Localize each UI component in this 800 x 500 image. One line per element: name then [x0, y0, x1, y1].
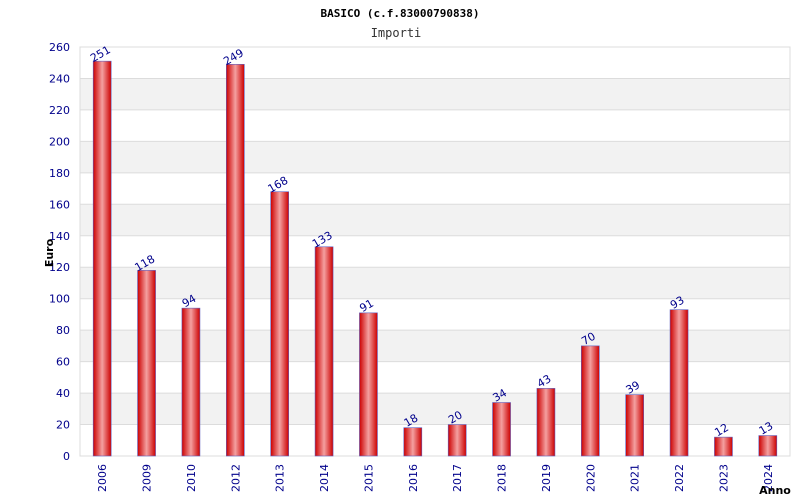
x-tick-label: 2013: [274, 464, 287, 492]
x-tick-label: 2017: [451, 464, 464, 492]
y-tick-label: 260: [49, 41, 70, 54]
chart-subtitle: Importi: [371, 26, 422, 40]
bar: [226, 64, 245, 457]
x-tick-label: 2014: [318, 464, 331, 492]
y-axis-label: Euro: [43, 238, 56, 267]
y-tick-label: 200: [49, 135, 70, 148]
y-tick-label: 100: [49, 293, 70, 306]
bar: [581, 345, 600, 457]
y-tick-label: 60: [56, 356, 70, 369]
x-tick-label: 2009: [141, 464, 154, 492]
bar: [536, 388, 556, 457]
bar: [714, 436, 733, 457]
data-label: 91: [357, 297, 376, 315]
data-label: 39: [624, 378, 643, 396]
bar: [314, 246, 334, 457]
data-label: 12: [712, 421, 731, 439]
x-tick-label: 2021: [629, 464, 642, 492]
y-tick-label: 0: [63, 450, 70, 463]
y-tick-label: 220: [49, 104, 70, 117]
grid-band: [80, 141, 790, 173]
bar: [447, 424, 467, 457]
x-tick-label: 2024: [762, 464, 775, 492]
bar: [92, 60, 112, 457]
y-tick-label: 80: [56, 324, 70, 337]
x-tick-label: 2018: [496, 464, 509, 492]
y-tick-label: 20: [56, 419, 70, 432]
x-tick-label: 2015: [362, 464, 375, 492]
chart-title: BASICO (c.f.83000790838): [321, 7, 480, 20]
data-label: 13: [757, 419, 776, 437]
data-label: 18: [402, 412, 421, 430]
x-tick-label: 2012: [229, 464, 242, 492]
y-axis-ticks: 0 20 40 60 80 100 120 140 160 180 200 220 240 260: [49, 41, 70, 463]
data-label: 70: [579, 330, 598, 348]
x-tick-label: 2020: [584, 464, 597, 492]
x-tick-label: 2006: [96, 464, 109, 492]
grid-band: [80, 267, 790, 299]
bar: [492, 402, 511, 457]
x-tick-label: 2016: [407, 464, 420, 492]
data-label: 43: [535, 372, 554, 390]
y-tick-label: 40: [56, 387, 70, 400]
y-tick-label: 240: [49, 72, 70, 85]
y-tick-label: 180: [49, 167, 70, 180]
data-label: 20: [446, 408, 465, 426]
bar: [669, 309, 689, 457]
bar: [359, 312, 378, 457]
y-tick-label: 140: [49, 230, 70, 243]
data-label: 94: [180, 292, 199, 310]
x-tick-label: 2023: [717, 464, 730, 492]
bar: [758, 435, 778, 457]
bar: [181, 307, 201, 457]
y-tick-label: 160: [49, 198, 70, 211]
x-axis-ticks: 2006 2009 2010 2012 2013 2014 2015 2016 2017 2018…: [96, 464, 775, 492]
data-label: 34: [491, 386, 510, 404]
bar: [137, 270, 156, 457]
data-label: 93: [668, 294, 687, 312]
bar: [625, 394, 644, 457]
y-tick-label: 120: [49, 261, 70, 274]
bar: [403, 427, 423, 457]
x-tick-label: 2019: [540, 464, 553, 492]
grid-band: [80, 204, 790, 236]
bars: [92, 60, 778, 457]
x-tick-label: 2010: [185, 464, 198, 492]
bar: [270, 191, 289, 457]
x-axis-label: Anno: [759, 484, 791, 497]
x-tick-label: 2022: [673, 464, 686, 492]
grid-band: [80, 78, 790, 110]
